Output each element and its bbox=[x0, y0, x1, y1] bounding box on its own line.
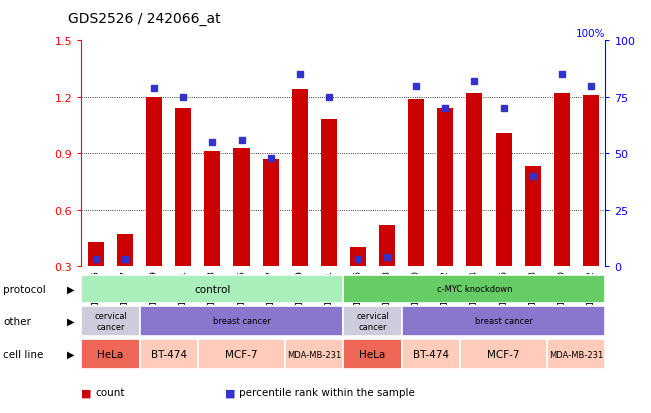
Text: ■: ■ bbox=[81, 387, 92, 397]
Text: ■: ■ bbox=[225, 387, 235, 397]
Text: MDA-MB-231: MDA-MB-231 bbox=[287, 350, 341, 358]
Text: c-MYC knockdown: c-MYC knockdown bbox=[437, 285, 512, 294]
Text: protocol: protocol bbox=[3, 284, 46, 294]
Bar bbox=[402, 339, 460, 369]
Bar bbox=[198, 339, 285, 369]
Text: MDA-MB-231: MDA-MB-231 bbox=[549, 350, 603, 358]
Bar bbox=[547, 339, 605, 369]
Bar bbox=[321, 120, 337, 266]
Bar bbox=[81, 306, 139, 336]
Text: percentile rank within the sample: percentile rank within the sample bbox=[239, 387, 415, 397]
Text: 100%: 100% bbox=[576, 29, 605, 39]
Text: count: count bbox=[96, 387, 125, 397]
Text: ▶: ▶ bbox=[67, 349, 75, 359]
Text: other: other bbox=[3, 316, 31, 326]
Bar bbox=[139, 339, 198, 369]
Text: HeLa: HeLa bbox=[98, 349, 124, 359]
Text: BT-474: BT-474 bbox=[151, 349, 187, 359]
Bar bbox=[175, 109, 191, 266]
Text: MCF-7: MCF-7 bbox=[225, 349, 258, 359]
Bar bbox=[350, 248, 366, 266]
Bar bbox=[554, 94, 570, 266]
Bar bbox=[437, 109, 453, 266]
Bar bbox=[495, 133, 512, 266]
Bar bbox=[146, 97, 162, 266]
Text: control: control bbox=[194, 284, 230, 294]
Bar bbox=[81, 275, 344, 303]
Bar bbox=[204, 152, 221, 266]
Bar bbox=[88, 242, 104, 266]
Text: breast cancer: breast cancer bbox=[213, 317, 270, 325]
Bar bbox=[466, 94, 482, 266]
Text: GDS2526 / 242066_at: GDS2526 / 242066_at bbox=[68, 12, 221, 26]
Text: cell line: cell line bbox=[3, 349, 44, 359]
Bar bbox=[344, 306, 402, 336]
Text: BT-474: BT-474 bbox=[413, 349, 449, 359]
Text: ▶: ▶ bbox=[67, 316, 75, 326]
Bar bbox=[460, 339, 547, 369]
Bar bbox=[292, 90, 308, 266]
Text: cervical
cancer: cervical cancer bbox=[356, 311, 389, 331]
Bar bbox=[262, 159, 279, 266]
Text: ▶: ▶ bbox=[67, 284, 75, 294]
Bar bbox=[408, 100, 424, 266]
Bar bbox=[234, 148, 249, 266]
Bar bbox=[344, 275, 605, 303]
Bar bbox=[117, 235, 133, 266]
Bar bbox=[402, 306, 605, 336]
Bar bbox=[379, 225, 395, 266]
Text: cervical
cancer: cervical cancer bbox=[94, 311, 127, 331]
Text: MCF-7: MCF-7 bbox=[488, 349, 519, 359]
Bar bbox=[285, 339, 344, 369]
Bar bbox=[583, 96, 599, 266]
Bar bbox=[81, 339, 139, 369]
Bar bbox=[525, 167, 540, 266]
Bar bbox=[139, 306, 344, 336]
Bar bbox=[344, 339, 402, 369]
Text: HeLa: HeLa bbox=[359, 349, 385, 359]
Text: breast cancer: breast cancer bbox=[475, 317, 533, 325]
